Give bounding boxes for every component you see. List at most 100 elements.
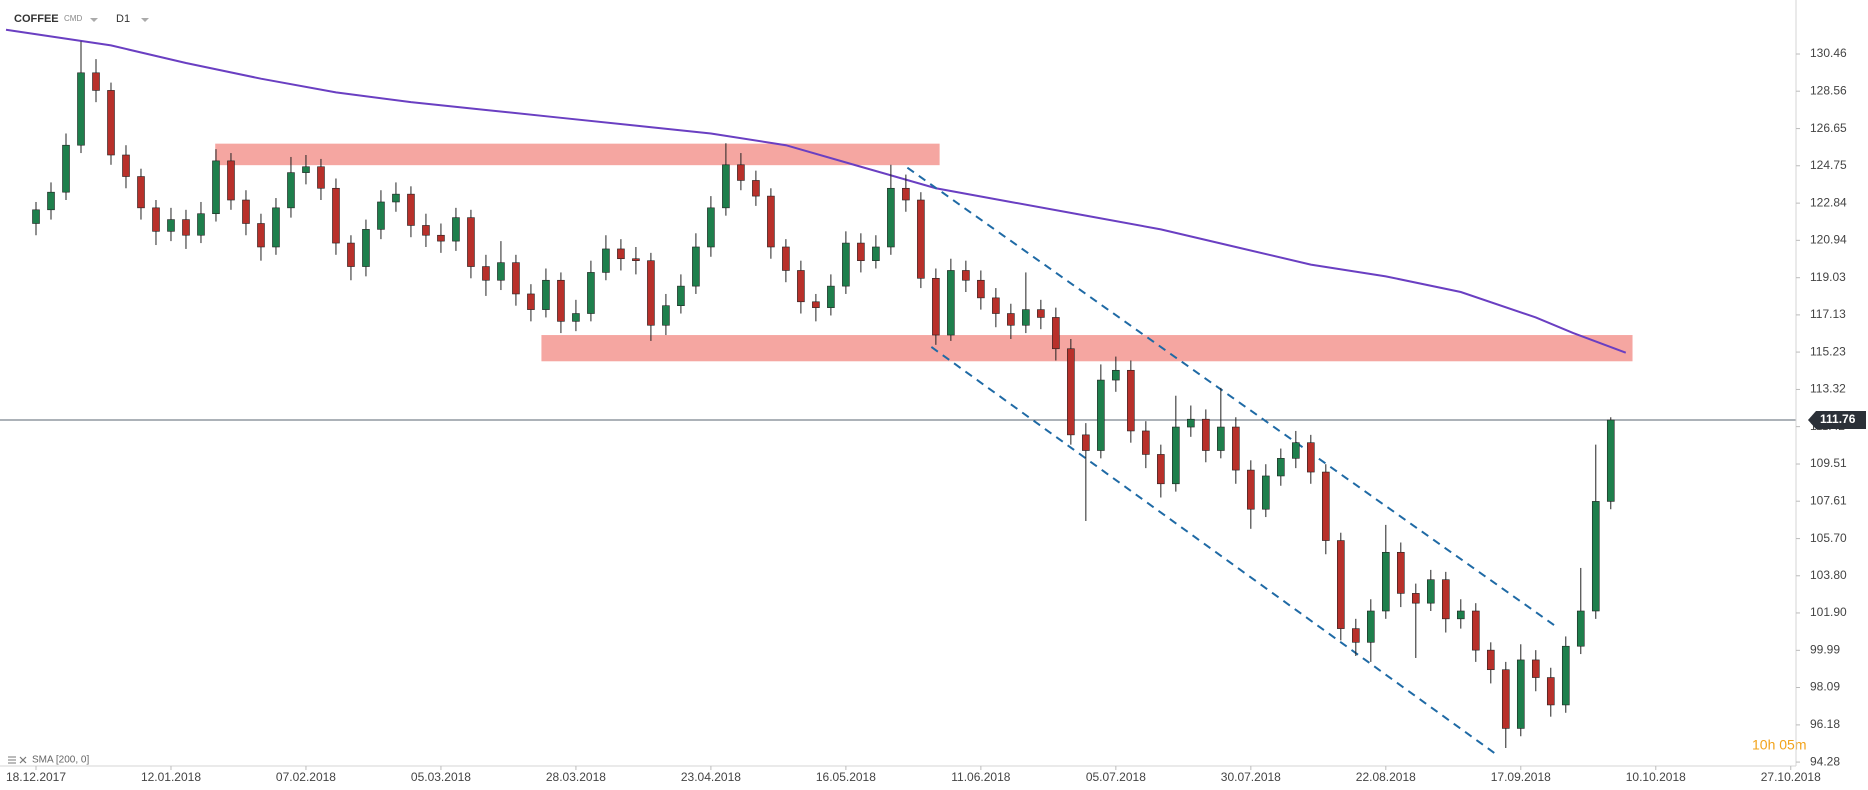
y-tick-label: 98.09 bbox=[1810, 680, 1840, 694]
trendline bbox=[930, 346, 1499, 757]
candle-body bbox=[812, 301, 820, 308]
candle-body bbox=[1097, 379, 1105, 451]
candle-body bbox=[1322, 471, 1330, 541]
candle-body bbox=[1082, 434, 1090, 451]
candle-body bbox=[1382, 551, 1390, 612]
x-tick-label: 30.07.2018 bbox=[1221, 770, 1281, 784]
candle-body bbox=[1367, 610, 1375, 643]
close-icon[interactable] bbox=[19, 756, 27, 764]
candle-body bbox=[437, 234, 445, 242]
last-price-label: 111.76 bbox=[1820, 412, 1856, 426]
dropdown-caret[interactable] bbox=[90, 18, 98, 22]
candle-body bbox=[287, 172, 295, 209]
candle-body bbox=[1247, 469, 1255, 510]
candle-body bbox=[62, 144, 70, 193]
zone bbox=[215, 143, 940, 166]
candle-body bbox=[722, 164, 730, 209]
candle-body bbox=[737, 164, 745, 181]
x-tick-label: 27.10.2018 bbox=[1761, 770, 1821, 784]
candle-body bbox=[227, 160, 235, 201]
candle-body bbox=[707, 207, 715, 248]
candle-body bbox=[1456, 610, 1465, 620]
x-tick-label: 05.07.2018 bbox=[1086, 770, 1146, 784]
candle-body bbox=[917, 199, 925, 279]
y-tick-label: 117.13 bbox=[1810, 307, 1846, 321]
y-tick-label: 119.03 bbox=[1810, 270, 1846, 284]
menu-icon[interactable] bbox=[8, 756, 16, 764]
candle-body bbox=[1486, 649, 1495, 671]
candle-body bbox=[302, 166, 310, 173]
candle-body bbox=[962, 270, 970, 281]
candle-body bbox=[167, 219, 175, 232]
trendline bbox=[906, 166, 1559, 629]
x-tick-label: 18.12.2017 bbox=[6, 770, 66, 784]
dropdown-caret[interactable] bbox=[141, 18, 149, 22]
candle-body bbox=[1067, 348, 1075, 436]
timeframe[interactable]: D1 bbox=[116, 13, 130, 25]
candle-body bbox=[1531, 659, 1540, 678]
candle-body bbox=[1427, 579, 1435, 604]
candle-body bbox=[1277, 458, 1285, 477]
candle-body bbox=[1352, 628, 1360, 643]
candle-body bbox=[317, 166, 325, 189]
candle-body bbox=[1202, 418, 1210, 451]
y-tick-label: 99.99 bbox=[1810, 643, 1840, 657]
candle-body bbox=[1127, 369, 1135, 432]
market: CMD bbox=[64, 14, 82, 23]
candle-body bbox=[497, 262, 505, 281]
candle-body bbox=[887, 187, 895, 248]
candle-body bbox=[542, 279, 550, 310]
y-tick-label: 103.80 bbox=[1810, 568, 1847, 582]
candle-body bbox=[692, 246, 700, 287]
candle-body bbox=[77, 72, 85, 146]
candle-body bbox=[512, 262, 520, 295]
y-tick-label: 122.84 bbox=[1810, 195, 1847, 209]
candle-body bbox=[1187, 418, 1195, 428]
indicator-name: SMA [200, 0] bbox=[32, 755, 89, 766]
x-tick-label: 12.01.2018 bbox=[141, 770, 201, 784]
candle-body bbox=[662, 305, 670, 326]
candle-body bbox=[1591, 501, 1600, 612]
candle-body bbox=[47, 191, 55, 211]
candle-body bbox=[617, 248, 625, 260]
candle-body bbox=[1292, 442, 1300, 459]
candle-body bbox=[902, 187, 910, 201]
candle-body bbox=[797, 270, 805, 303]
candle-body bbox=[1337, 540, 1345, 629]
y-tick-label: 113.32 bbox=[1810, 382, 1846, 396]
y-tick-label: 124.75 bbox=[1810, 158, 1847, 172]
candle-body bbox=[1217, 426, 1225, 451]
sma-line bbox=[5, 28, 1627, 354]
y-tick-label: 96.18 bbox=[1810, 717, 1840, 731]
y-tick-label: 107.61 bbox=[1810, 493, 1847, 507]
candle-body bbox=[482, 266, 490, 281]
y-tick-label: 109.51 bbox=[1810, 456, 1847, 470]
candle-body bbox=[422, 225, 430, 236]
candle-body bbox=[1172, 426, 1180, 485]
candle-body bbox=[107, 90, 115, 156]
candle-body bbox=[1412, 593, 1420, 604]
candle-body bbox=[827, 285, 835, 308]
indicator-legend: SMA [200, 0] bbox=[8, 755, 89, 766]
candle-body bbox=[1262, 475, 1270, 510]
candle-body bbox=[872, 246, 880, 261]
symbol[interactable]: COFFEE bbox=[14, 13, 59, 25]
candle-body bbox=[947, 270, 955, 336]
x-tick-label: 07.02.2018 bbox=[276, 770, 336, 784]
candle-body bbox=[152, 207, 160, 232]
candle-body bbox=[1576, 610, 1585, 647]
candle-body bbox=[407, 193, 415, 226]
y-tick-label: 128.56 bbox=[1810, 83, 1847, 97]
candle-body bbox=[782, 246, 790, 271]
candle-body bbox=[527, 293, 535, 310]
candle-body bbox=[602, 248, 610, 273]
candle-body bbox=[392, 193, 400, 203]
x-tick-label: 16.05.2018 bbox=[816, 770, 876, 784]
candle-body bbox=[932, 277, 940, 336]
x-tick-label: 05.03.2018 bbox=[411, 770, 471, 784]
candle-body bbox=[92, 72, 100, 91]
zone bbox=[541, 335, 1633, 362]
candle-body bbox=[677, 285, 685, 306]
